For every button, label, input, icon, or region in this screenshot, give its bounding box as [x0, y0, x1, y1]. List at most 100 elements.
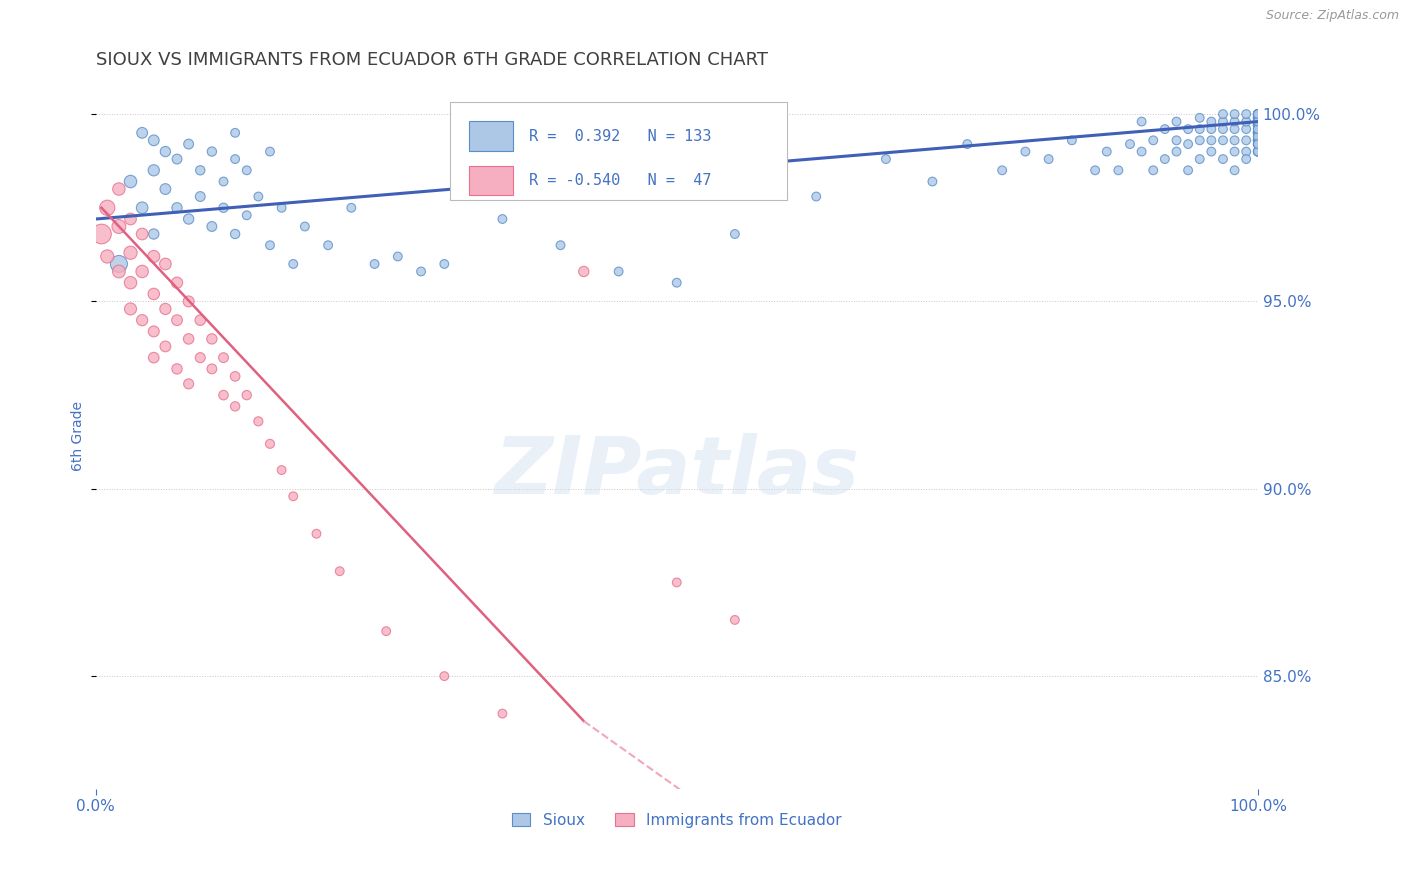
Point	[259, 145, 281, 159]
Point	[108, 182, 131, 196]
Point	[1177, 137, 1199, 152]
Point	[665, 575, 688, 590]
Point	[108, 219, 131, 234]
Point	[1130, 145, 1153, 159]
Y-axis label: 6th Grade: 6th Grade	[72, 401, 86, 471]
Point	[155, 301, 177, 316]
Point	[1177, 122, 1199, 136]
Point	[177, 376, 200, 391]
Legend: Sioux, Immigrants from Ecuador: Sioux, Immigrants from Ecuador	[506, 806, 848, 834]
Point	[1038, 152, 1060, 166]
Point	[1247, 119, 1270, 133]
Point	[1188, 133, 1211, 147]
Point	[1234, 114, 1257, 128]
Point	[1177, 163, 1199, 178]
Point	[131, 201, 153, 215]
Point	[409, 264, 432, 278]
Point	[155, 145, 177, 159]
Point	[108, 264, 131, 278]
Point	[1247, 126, 1270, 140]
Point	[142, 325, 165, 339]
Point	[1142, 133, 1164, 147]
Point	[1247, 107, 1270, 121]
Point	[806, 189, 828, 203]
Point	[1247, 126, 1270, 140]
Point	[491, 212, 513, 227]
Point	[201, 332, 224, 346]
Point	[1247, 119, 1270, 133]
Point	[1247, 119, 1270, 133]
Point	[1234, 107, 1257, 121]
Point	[724, 227, 747, 241]
Point	[235, 388, 257, 402]
Point	[340, 201, 363, 215]
Point	[120, 175, 142, 189]
Point	[188, 163, 211, 178]
Point	[1247, 145, 1270, 159]
Point	[142, 163, 165, 178]
Point	[1247, 111, 1270, 125]
Point	[131, 126, 153, 140]
Point	[155, 257, 177, 271]
Point	[1247, 145, 1270, 159]
Point	[1212, 133, 1234, 147]
Text: R =  0.392   N = 133: R = 0.392 N = 133	[529, 128, 711, 144]
Point	[177, 332, 200, 346]
Point	[247, 414, 270, 428]
Point	[1119, 137, 1142, 152]
Point	[572, 264, 595, 278]
Point	[1247, 133, 1270, 147]
Point	[270, 201, 292, 215]
Point	[1247, 107, 1270, 121]
Point	[1153, 152, 1175, 166]
Point	[166, 152, 188, 166]
Point	[991, 163, 1014, 178]
Point	[724, 613, 747, 627]
Point	[491, 706, 513, 721]
Point	[1166, 114, 1188, 128]
Point	[131, 264, 153, 278]
Point	[1095, 145, 1118, 159]
Point	[120, 301, 142, 316]
Point	[142, 250, 165, 264]
Point	[201, 219, 224, 234]
Point	[1166, 145, 1188, 159]
Point	[142, 133, 165, 147]
Point	[305, 526, 328, 541]
Point	[1212, 122, 1234, 136]
Point	[1166, 133, 1188, 147]
Point	[1107, 163, 1129, 178]
Point	[1247, 126, 1270, 140]
Point	[142, 351, 165, 365]
Point	[1247, 111, 1270, 125]
Point	[166, 362, 188, 376]
Point	[142, 287, 165, 301]
Point	[1247, 119, 1270, 133]
Point	[1223, 122, 1246, 136]
Point	[177, 137, 200, 152]
Point	[1247, 122, 1270, 136]
Point	[155, 182, 177, 196]
Point	[188, 189, 211, 203]
Point	[96, 250, 118, 264]
Point	[1247, 137, 1270, 152]
Point	[1247, 107, 1270, 121]
Point	[956, 137, 979, 152]
Point	[363, 257, 385, 271]
Point	[1142, 163, 1164, 178]
Point	[1201, 122, 1223, 136]
Point	[1247, 126, 1270, 140]
Point	[166, 313, 188, 327]
Point	[259, 437, 281, 451]
Point	[1247, 126, 1270, 140]
Point	[1247, 122, 1270, 136]
Point	[212, 175, 235, 189]
Point	[1223, 145, 1246, 159]
Point	[1234, 122, 1257, 136]
FancyBboxPatch shape	[450, 102, 787, 201]
Point	[235, 163, 257, 178]
Point	[166, 201, 188, 215]
Point	[433, 669, 456, 683]
Point	[387, 250, 409, 264]
Point	[1223, 163, 1246, 178]
